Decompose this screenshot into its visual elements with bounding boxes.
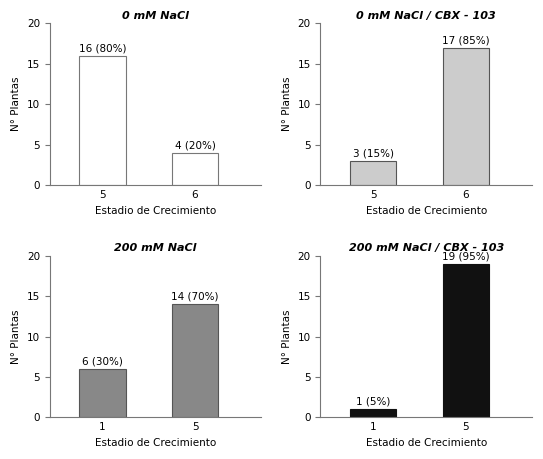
Text: 1 (5%): 1 (5%) bbox=[356, 397, 390, 407]
X-axis label: Estadio de Crecimiento: Estadio de Crecimiento bbox=[94, 438, 216, 448]
Text: 4 (20%): 4 (20%) bbox=[174, 140, 216, 151]
Bar bbox=[172, 153, 218, 185]
Title: 0 mM NaCl: 0 mM NaCl bbox=[122, 11, 189, 21]
Y-axis label: N° Plantas: N° Plantas bbox=[11, 309, 21, 364]
Title: 200 mM NaCl / CBX - 103: 200 mM NaCl / CBX - 103 bbox=[349, 243, 504, 253]
Bar bbox=[79, 56, 125, 185]
X-axis label: Estadio de Crecimiento: Estadio de Crecimiento bbox=[94, 206, 216, 216]
Text: 19 (95%): 19 (95%) bbox=[442, 251, 490, 261]
Bar bbox=[350, 161, 396, 185]
Y-axis label: N° Plantas: N° Plantas bbox=[282, 309, 292, 364]
Text: 3 (15%): 3 (15%) bbox=[353, 148, 394, 158]
Text: 17 (85%): 17 (85%) bbox=[442, 35, 490, 45]
Y-axis label: N° Plantas: N° Plantas bbox=[282, 77, 292, 131]
Title: 200 mM NaCl: 200 mM NaCl bbox=[114, 243, 197, 253]
Y-axis label: N° Plantas: N° Plantas bbox=[11, 77, 21, 131]
Bar bbox=[443, 263, 489, 418]
Bar bbox=[443, 48, 489, 185]
Bar bbox=[79, 369, 125, 418]
X-axis label: Estadio de Crecimiento: Estadio de Crecimiento bbox=[365, 206, 487, 216]
Text: 14 (70%): 14 (70%) bbox=[171, 292, 219, 302]
Text: 16 (80%): 16 (80%) bbox=[79, 43, 127, 53]
Bar bbox=[172, 304, 218, 418]
X-axis label: Estadio de Crecimiento: Estadio de Crecimiento bbox=[365, 438, 487, 448]
Text: 6 (30%): 6 (30%) bbox=[82, 357, 123, 366]
Title: 0 mM NaCl / CBX - 103: 0 mM NaCl / CBX - 103 bbox=[356, 11, 496, 21]
Bar bbox=[350, 409, 396, 418]
